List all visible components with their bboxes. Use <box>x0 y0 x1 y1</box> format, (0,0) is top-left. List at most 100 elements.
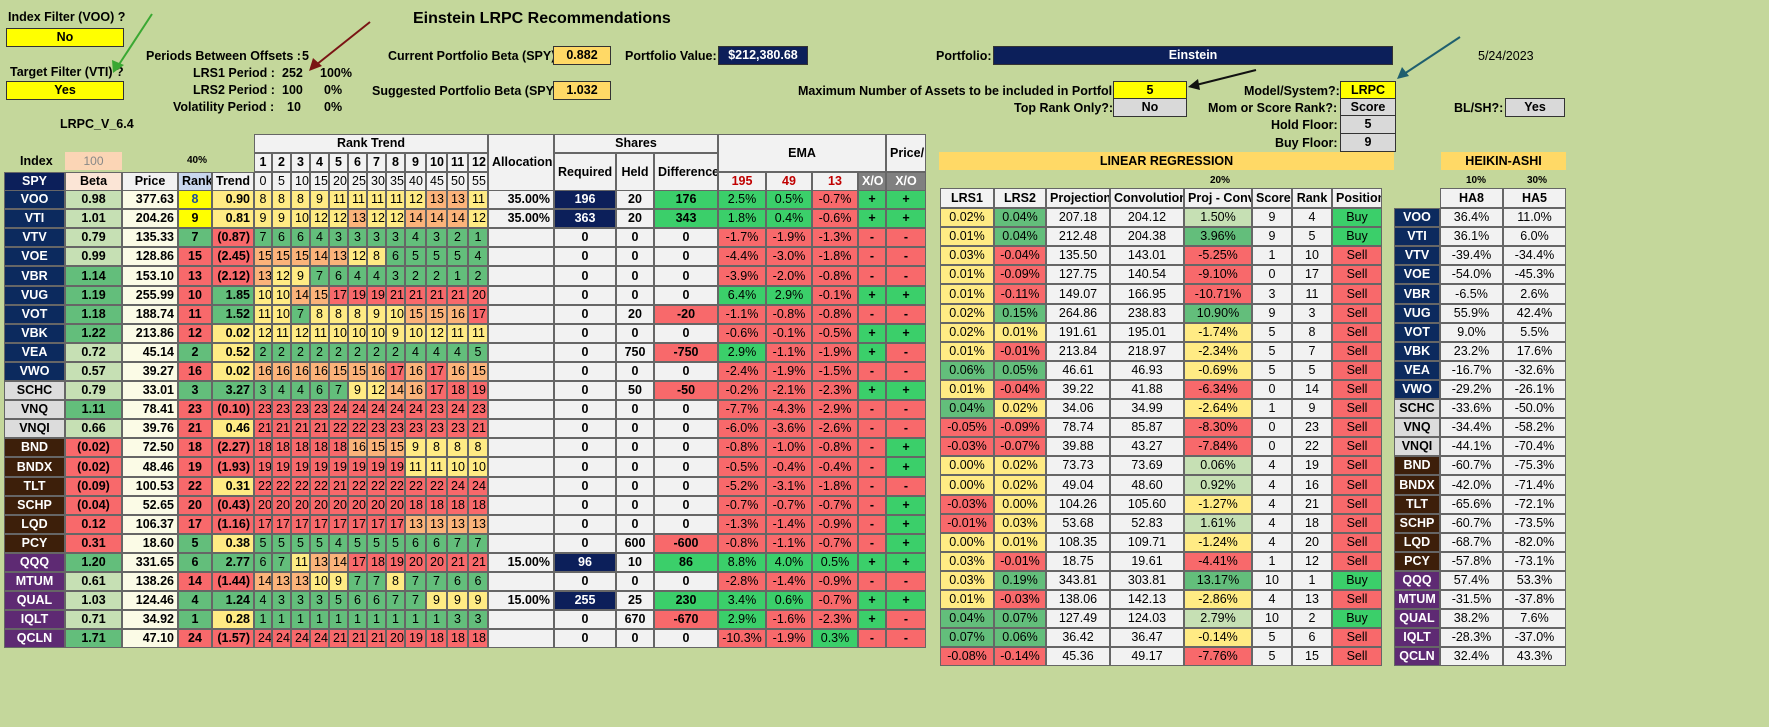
rank-trend-cell: 4 <box>329 534 348 553</box>
mom-label: Mom or Score Rank?: <box>1208 101 1338 115</box>
rank-trend-cell: 10 <box>386 305 405 324</box>
rank-cell: 22 <box>178 477 212 496</box>
lrs1-cell: 0.03% <box>940 571 994 590</box>
rank-trend-cell: 5 <box>254 534 272 553</box>
score-cell: 0 <box>1252 437 1292 456</box>
price-sma-cell: + <box>886 324 926 343</box>
rank-trend-cell: 16 <box>405 362 426 381</box>
lrs1-value[interactable]: 252 <box>282 66 303 80</box>
proj-conv-cell: 1.61% <box>1184 514 1252 533</box>
rank-trend-offset-3: 10 <box>291 172 310 191</box>
ha5-cell: -72.1% <box>1503 495 1566 514</box>
ha5-cell: -45.3% <box>1503 265 1566 284</box>
rank-trend-cell: 12 <box>367 381 386 400</box>
ticker-cell: SCHC <box>4 381 65 400</box>
rank-trend-cell: 17 <box>348 553 367 572</box>
rank-cell: 6 <box>178 553 212 572</box>
convolution-cell: 303.81 <box>1110 571 1184 590</box>
beta-cell: 1.03 <box>65 591 122 610</box>
portfolio-select[interactable]: Einstein <box>993 46 1393 65</box>
score-cell: 3 <box>1252 284 1292 304</box>
rank-trend-cell: 23 <box>426 400 447 419</box>
rank-trend-cell: 23 <box>272 400 291 419</box>
rank-trend-cell: 3 <box>254 381 272 400</box>
rank-trend-cell: 14 <box>291 286 310 305</box>
rank-trend-cell: 23 <box>310 400 329 419</box>
ha5-cell: -58.2% <box>1503 418 1566 437</box>
rank-trend-cell: 19 <box>348 286 367 305</box>
price-sma-cell: + <box>886 534 926 553</box>
rank-trend-period-10: 10 <box>426 153 447 172</box>
hold-floor-input[interactable]: 5 <box>1340 115 1396 134</box>
rank-trend-period-6: 6 <box>348 153 367 172</box>
score-cell: 4 <box>1252 475 1292 495</box>
lr-rank-cell: 1 <box>1292 571 1332 590</box>
projection-cell: 213.84 <box>1046 342 1110 361</box>
rank-trend-cell: 7 <box>405 591 426 610</box>
periods-label: Periods Between Offsets : <box>146 49 301 63</box>
model-select[interactable]: LRPC <box>1340 81 1396 100</box>
rank-trend-cell: 18 <box>447 381 468 400</box>
beta-cell: 1.11 <box>65 400 122 419</box>
rank-cell: 14 <box>178 572 212 591</box>
rank-trend-cell: 17 <box>426 362 447 381</box>
allocations-header: Allocations <box>488 134 554 191</box>
price-cell: 72.50 <box>122 438 178 457</box>
rank-trend-cell: 11 <box>405 457 426 477</box>
ema-xo-cell: - <box>858 457 886 477</box>
rank-trend-period-3: 3 <box>291 153 310 172</box>
rank-trend-cell: 1 <box>426 610 447 629</box>
trend-cell: (0.10) <box>212 400 254 419</box>
rank-trend-cell: 17 <box>426 381 447 400</box>
rank-trend-cell: 4 <box>447 343 468 362</box>
ema-cell: 0.5% <box>812 553 858 572</box>
periods-value[interactable]: 5 <box>302 49 309 63</box>
rank-trend-cell: 12 <box>272 266 291 286</box>
ema-xo-cell: + <box>858 286 886 305</box>
difference-cell: 0 <box>654 400 718 419</box>
rank-trend-offset-1: 0 <box>254 172 272 191</box>
ha5-cell: 17.6% <box>1503 342 1566 361</box>
rank-cell: 7 <box>178 228 212 247</box>
rank-trend-cell: 1 <box>254 610 272 629</box>
rank-trend-cell: 22 <box>386 477 405 496</box>
buy-floor-label: Buy Floor: <box>1275 136 1338 150</box>
rank-cell: 8 <box>178 190 212 209</box>
index-label: Index <box>20 154 53 168</box>
ema-cell: -0.4% <box>812 457 858 477</box>
ticker-cell: BND <box>4 438 65 457</box>
ha5-cell: 11.0% <box>1503 208 1566 227</box>
difference-cell: 86 <box>654 553 718 572</box>
rank-trend-cell: 22 <box>348 419 367 438</box>
ha5-cell: -34.4% <box>1503 246 1566 265</box>
ticker-cell: VBR <box>4 266 65 286</box>
projection-cell: 343.81 <box>1046 571 1110 590</box>
beta-cell: 0.72 <box>65 343 122 362</box>
top-rank-select[interactable]: No <box>1113 98 1187 117</box>
blsh-select[interactable]: Yes <box>1505 98 1565 117</box>
lrs2-cell: 0.04% <box>994 208 1046 227</box>
rank-trend-cell: 4 <box>405 228 426 247</box>
ha8-cell: -33.6% <box>1440 399 1503 418</box>
rank-trend-cell: 19 <box>468 381 488 400</box>
ema-cell: -1.8% <box>812 477 858 496</box>
ha5-cell: -71.4% <box>1503 475 1566 495</box>
index-filter-select[interactable]: No <box>6 28 124 47</box>
model-label: Model/System?: <box>1244 84 1340 98</box>
mom-select[interactable]: Score <box>1340 98 1396 117</box>
rank-trend-cell: 22 <box>272 477 291 496</box>
lr-rank-cell: 7 <box>1292 342 1332 361</box>
price-cell: 124.46 <box>122 591 178 610</box>
price-cell: 188.74 <box>122 305 178 324</box>
buy-floor-input[interactable]: 9 <box>1340 133 1396 152</box>
proj-conv-cell: -5.25% <box>1184 246 1252 265</box>
rank-trend-cell: 6 <box>426 534 447 553</box>
beta-cell: 0.61 <box>65 572 122 591</box>
trend-cell: 1.52 <box>212 305 254 324</box>
ha8-cell: 23.2% <box>1440 342 1503 361</box>
lrs2-value[interactable]: 100 <box>282 83 303 97</box>
lr-rank-cell: 12 <box>1292 552 1332 571</box>
target-filter-select[interactable]: Yes <box>6 81 124 100</box>
rank-trend-cell: 8 <box>447 438 468 457</box>
volatility-value[interactable]: 10 <box>287 100 301 114</box>
